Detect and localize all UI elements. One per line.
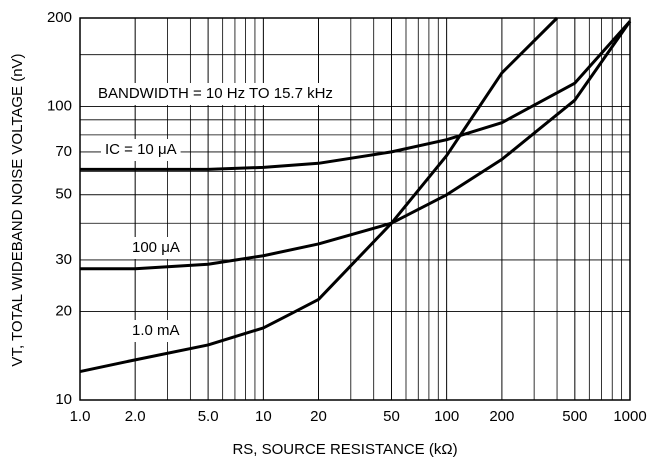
x-tick-label: 200 [489, 408, 514, 425]
y-tick-label: 200 [47, 9, 72, 26]
x-tick-label: 500 [562, 408, 587, 425]
y-axis-title: VT, TOTAL WIDEBAND NOISE VOLTAGE (nV) [9, 53, 26, 366]
annotation: BANDWIDTH = 10 Hz TO 15.7 kHz [98, 85, 333, 102]
series-line [79, 16, 559, 374]
x-tick-label: 2.0 [125, 408, 146, 425]
annotation: IC = 10 μA [105, 141, 177, 158]
annotation: 100 μA [132, 239, 180, 256]
x-tick-label: 20 [310, 408, 327, 425]
y-tick-label: 50 [55, 186, 72, 203]
x-tick-label: 50 [383, 408, 400, 425]
label-background [128, 237, 184, 259]
x-tick-label: 1.0 [70, 408, 91, 425]
y-tick-label: 30 [55, 251, 72, 268]
x-axis-title: RS, SOURCE RESISTANCE (kΩ) [232, 441, 457, 458]
x-tick-label: 10 [255, 408, 272, 425]
series-line [80, 20, 632, 271]
y-tick-label: 20 [55, 303, 72, 320]
y-tick-label: 70 [55, 143, 72, 160]
y-tick-label: 10 [55, 391, 72, 408]
series-line [80, 20, 632, 171]
label-background [94, 83, 337, 105]
x-tick-label: 5.0 [198, 408, 219, 425]
annotation: 1.0 mA [132, 322, 180, 339]
label-background [101, 139, 181, 161]
plot-frame [79, 17, 631, 401]
label-background [128, 320, 184, 342]
y-tick-label: 100 [47, 97, 72, 114]
x-tick-label: 100 [434, 408, 459, 425]
x-tick-label: 1000 [613, 408, 646, 425]
